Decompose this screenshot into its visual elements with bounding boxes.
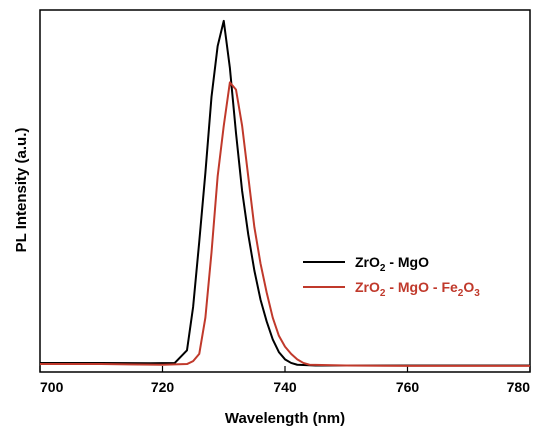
- legend-label-zro2-mgo-fe2o3: ZrO2 - MgO - Fe2O3: [355, 279, 480, 299]
- x-tick-label-720: 720: [151, 379, 175, 395]
- x-tick-label-760: 760: [396, 379, 420, 395]
- legend: ZrO2 - MgO ZrO2 - MgO - Fe2O3: [303, 254, 480, 299]
- series-layer: [40, 19, 530, 367]
- legend-label-zro2-mgo: ZrO2 - MgO: [355, 254, 429, 274]
- x-axis-ticks: 700 720 740 760 780: [39, 366, 531, 395]
- plot-frame: [39, 9, 531, 373]
- x-tick-label-700: 700: [40, 379, 64, 395]
- x-tick-label-780: 780: [507, 379, 531, 395]
- y-axis-title: PL Intensity (a.u.): [13, 128, 30, 253]
- x-tick-label-740: 740: [273, 379, 297, 395]
- series-line-zro2-mgo: [40, 19, 530, 367]
- x-axis-title: Wavelength (nm): [225, 410, 345, 427]
- series-line-zro2-mgo-fe2o3: [40, 81, 530, 367]
